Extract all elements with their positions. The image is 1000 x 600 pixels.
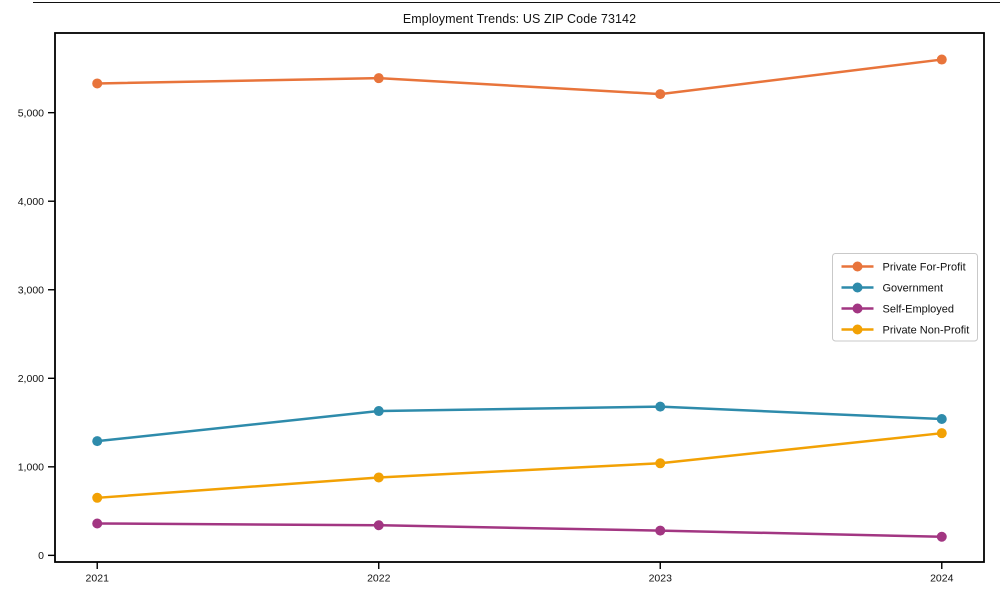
x-axis-tick-label: 2024 (930, 573, 954, 585)
data-point-government (92, 436, 103, 447)
legend-box (832, 253, 978, 342)
data-point-private-for-profit (655, 89, 666, 100)
series-line-self-employed (97, 522, 942, 539)
legend-marker-private-for-profit (852, 261, 863, 272)
legend-marker-self-employed (852, 303, 863, 314)
data-point-private-for-profit (92, 78, 103, 89)
data-point-private-non-profit (92, 492, 103, 503)
data-point-government (655, 401, 666, 412)
data-point-self-employed (655, 525, 666, 536)
top-edge-line (33, 2, 1000, 3)
x-axis-tick-label: 2022 (367, 573, 391, 585)
data-point-self-employed (92, 518, 103, 529)
series-line-private-for-profit (97, 58, 942, 96)
legend-marker-private-non-profit (852, 324, 863, 335)
series-line-private-non-profit (97, 431, 942, 500)
data-point-self-employed (373, 520, 384, 531)
y-axis-tick-label: 3,000 (18, 284, 44, 296)
legend-label-self-employed: Self-Employed (883, 303, 955, 315)
legend-marker-government (852, 282, 863, 293)
data-point-private-non-profit (936, 428, 947, 439)
legend-label-private-non-profit: Private Non-Profit (883, 324, 970, 336)
data-point-self-employed (936, 531, 947, 542)
x-axis-tick-label: 2021 (86, 573, 110, 585)
data-point-private-non-profit (373, 472, 384, 483)
y-axis-tick-label: 1,000 (18, 462, 44, 474)
series-line-government (97, 405, 942, 443)
data-point-private-for-profit (373, 73, 384, 84)
legend-label-private-for-profit: Private For-Profit (883, 261, 966, 273)
y-axis-tick-label: 5,000 (18, 107, 44, 119)
data-point-government (373, 406, 384, 417)
data-point-private-for-profit (936, 54, 947, 65)
y-axis-tick-label: 4,000 (18, 196, 44, 208)
data-point-government (936, 414, 947, 425)
y-axis-tick-label: 0 (38, 550, 44, 562)
legend-label-government: Government (883, 282, 944, 294)
plot-border (54, 32, 985, 563)
chart-title: Employment Trends: US ZIP Code 73142 (402, 12, 637, 26)
x-axis-tick-label: 2023 (649, 573, 673, 585)
data-point-private-non-profit (655, 458, 666, 469)
y-axis-tick-label: 2,000 (18, 373, 44, 385)
